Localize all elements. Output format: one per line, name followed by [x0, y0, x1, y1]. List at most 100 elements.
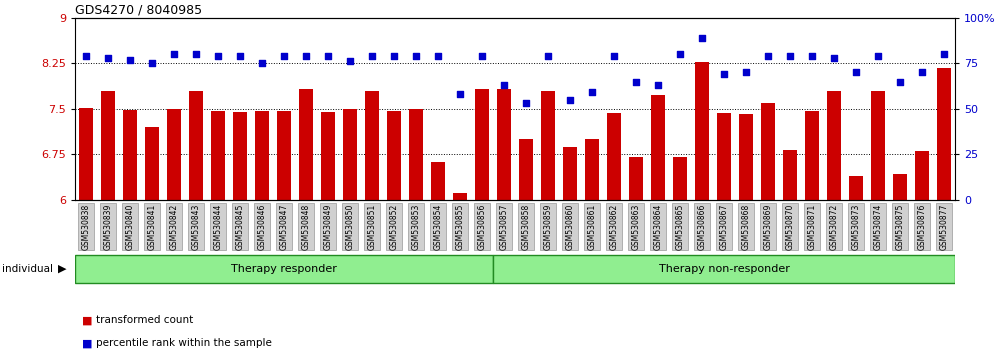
Text: GSM530866: GSM530866	[698, 203, 706, 250]
Point	[452, 91, 468, 97]
Bar	[717, 113, 731, 200]
FancyBboxPatch shape	[804, 203, 820, 250]
Bar	[783, 150, 797, 200]
FancyBboxPatch shape	[518, 203, 534, 250]
Bar	[519, 139, 533, 200]
FancyBboxPatch shape	[364, 203, 380, 250]
Bar	[387, 111, 401, 200]
Point	[320, 53, 336, 59]
FancyBboxPatch shape	[210, 203, 226, 250]
Bar	[585, 139, 599, 200]
Bar	[365, 91, 379, 200]
Bar	[299, 89, 313, 200]
Text: GSM530856: GSM530856	[478, 203, 486, 250]
Point	[672, 51, 688, 57]
Text: GSM530870: GSM530870	[786, 203, 794, 250]
Point	[188, 51, 204, 57]
Text: GSM530838: GSM530838	[82, 204, 90, 250]
Bar	[673, 158, 687, 200]
Text: GSM530871: GSM530871	[808, 204, 816, 250]
Point	[606, 53, 622, 59]
FancyBboxPatch shape	[870, 203, 886, 250]
Text: GSM530867: GSM530867	[720, 203, 728, 250]
FancyBboxPatch shape	[188, 203, 204, 250]
Text: GSM530840: GSM530840	[126, 203, 134, 250]
Point	[122, 57, 138, 62]
Point	[782, 53, 798, 59]
Text: GSM530847: GSM530847	[280, 203, 288, 250]
FancyBboxPatch shape	[254, 203, 270, 250]
Point	[78, 53, 94, 59]
Text: GSM530874: GSM530874	[874, 203, 883, 250]
Bar	[651, 96, 665, 200]
Text: GSM530877: GSM530877	[940, 203, 948, 250]
Bar	[409, 109, 423, 200]
Point	[936, 51, 952, 57]
Text: GSM530845: GSM530845	[236, 203, 244, 250]
FancyBboxPatch shape	[493, 255, 955, 283]
FancyBboxPatch shape	[452, 203, 468, 250]
Point	[760, 53, 776, 59]
FancyBboxPatch shape	[298, 203, 314, 250]
Text: GSM530872: GSM530872	[830, 204, 838, 250]
Text: GSM530855: GSM530855	[456, 203, 464, 250]
Text: GSM530850: GSM530850	[346, 203, 354, 250]
Bar	[343, 109, 357, 200]
Point	[386, 53, 402, 59]
Bar	[827, 91, 841, 200]
Text: ▶: ▶	[58, 264, 66, 274]
FancyBboxPatch shape	[826, 203, 842, 250]
Text: GSM530864: GSM530864	[654, 203, 662, 250]
FancyBboxPatch shape	[540, 203, 556, 250]
FancyBboxPatch shape	[100, 203, 116, 250]
Point	[342, 59, 358, 64]
Point	[584, 90, 600, 95]
Text: GSM530848: GSM530848	[302, 204, 310, 250]
FancyBboxPatch shape	[914, 203, 930, 250]
Point	[914, 69, 930, 75]
FancyBboxPatch shape	[672, 203, 688, 250]
Text: ■: ■	[82, 338, 92, 348]
Bar	[629, 158, 643, 200]
FancyBboxPatch shape	[606, 203, 622, 250]
Text: GDS4270 / 8040985: GDS4270 / 8040985	[75, 4, 202, 17]
Text: GSM530843: GSM530843	[192, 203, 200, 250]
Bar	[739, 114, 753, 200]
Text: GSM530876: GSM530876	[918, 203, 926, 250]
Text: GSM530875: GSM530875	[896, 203, 904, 250]
Bar	[497, 90, 511, 200]
Text: GSM530846: GSM530846	[258, 203, 266, 250]
Text: GSM530863: GSM530863	[632, 203, 640, 250]
FancyBboxPatch shape	[276, 203, 292, 250]
Text: percentile rank within the sample: percentile rank within the sample	[96, 338, 272, 348]
Text: GSM530859: GSM530859	[544, 203, 552, 250]
Point	[628, 79, 644, 84]
Bar	[937, 68, 951, 200]
Bar	[475, 90, 489, 200]
FancyBboxPatch shape	[320, 203, 336, 250]
Text: GSM530869: GSM530869	[764, 203, 772, 250]
Bar	[321, 112, 335, 200]
Point	[870, 53, 886, 59]
Point	[276, 53, 292, 59]
FancyBboxPatch shape	[892, 203, 908, 250]
FancyBboxPatch shape	[694, 203, 710, 250]
FancyBboxPatch shape	[496, 203, 512, 250]
Point	[298, 53, 314, 59]
Bar	[607, 113, 621, 200]
Bar	[915, 152, 929, 200]
Point	[100, 55, 116, 61]
FancyBboxPatch shape	[562, 203, 578, 250]
Point	[166, 51, 182, 57]
Text: GSM530862: GSM530862	[610, 204, 618, 250]
Bar	[563, 147, 577, 200]
Point	[210, 53, 226, 59]
Bar	[101, 91, 115, 200]
Text: Therapy non-responder: Therapy non-responder	[659, 264, 789, 274]
Point	[430, 53, 446, 59]
Point	[892, 79, 908, 84]
FancyBboxPatch shape	[408, 203, 424, 250]
Point	[496, 82, 512, 88]
Bar	[871, 91, 885, 200]
Text: GSM530854: GSM530854	[434, 203, 442, 250]
